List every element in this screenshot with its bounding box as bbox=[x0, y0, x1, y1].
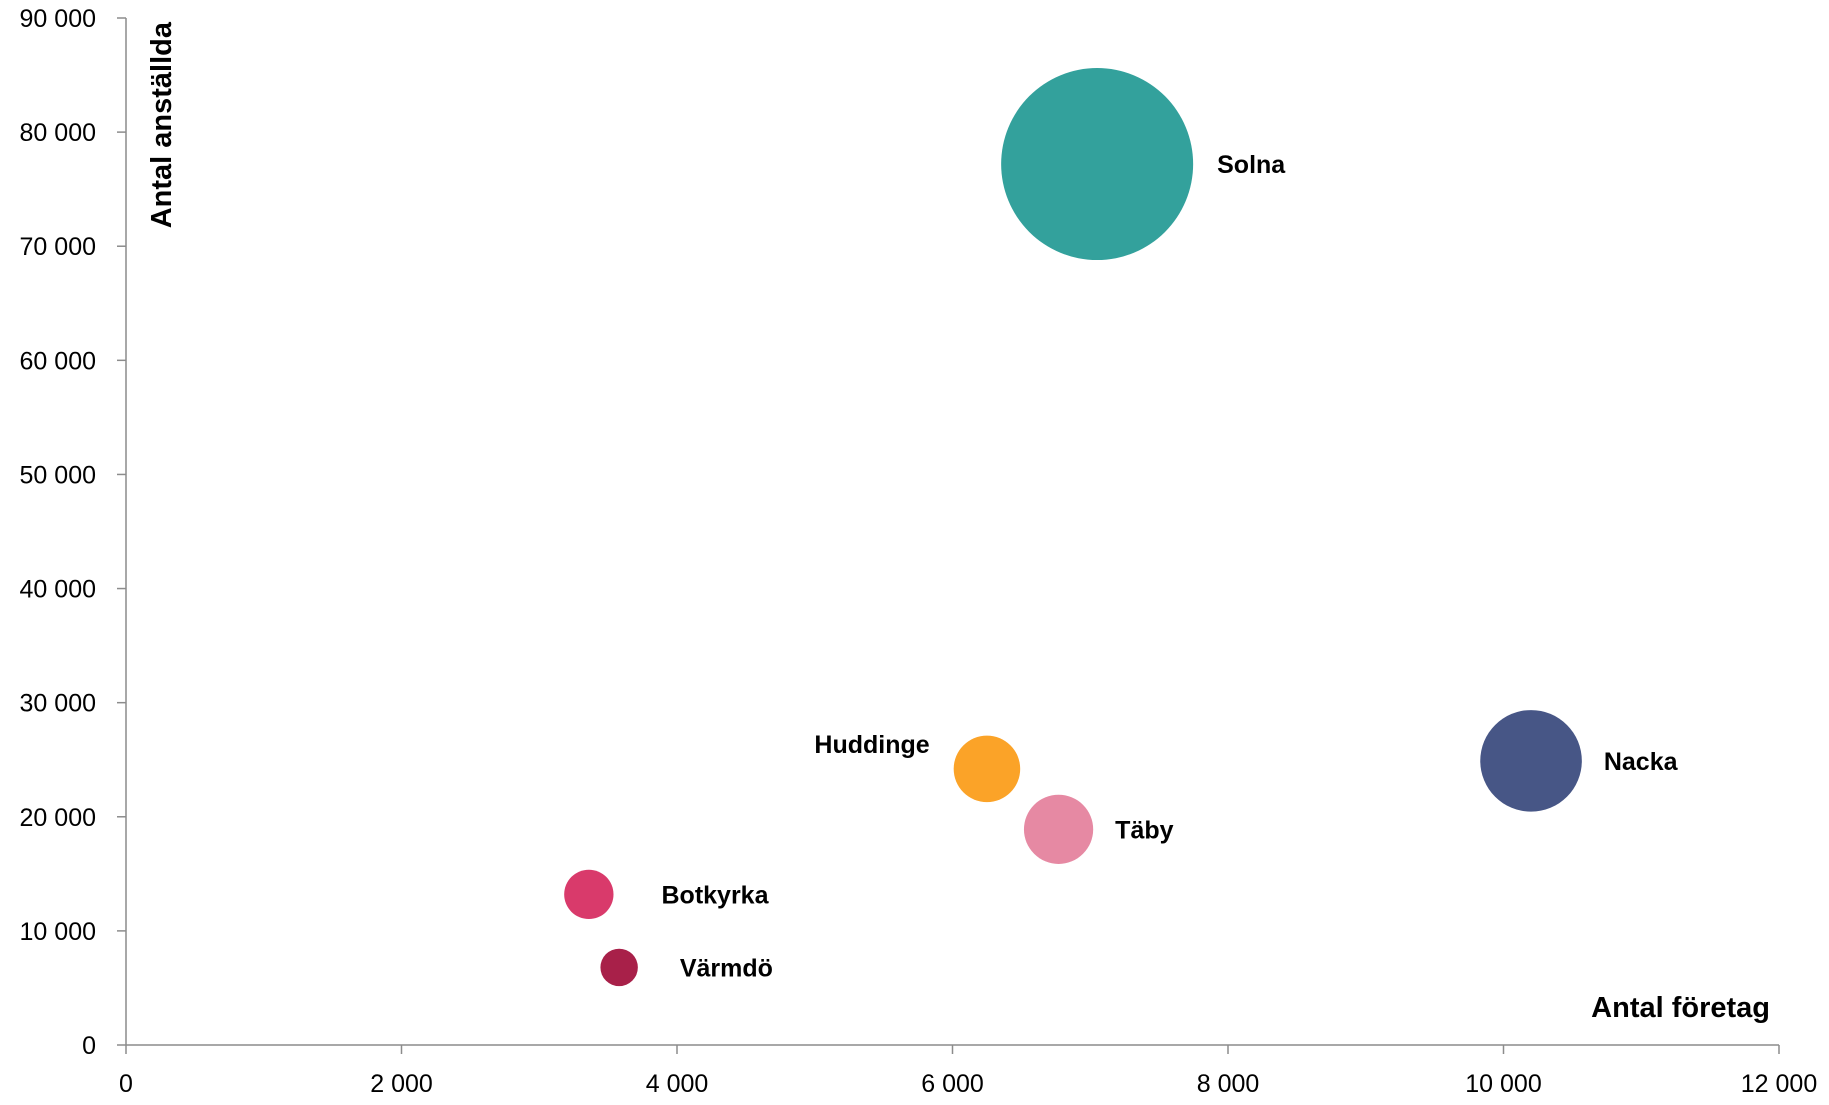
bubble-solna bbox=[1001, 68, 1194, 261]
x-tick-label: 4 000 bbox=[646, 1070, 709, 1098]
bubble-label-botkyrka: Botkyrka bbox=[662, 881, 770, 909]
bubble-botkyrka bbox=[564, 869, 614, 920]
bubble-label-nacka: Nacka bbox=[1604, 748, 1679, 776]
bubble-label-solna: Solna bbox=[1217, 151, 1286, 179]
x-tick-label: 10 000 bbox=[1465, 1070, 1541, 1098]
bubble-nacka bbox=[1480, 710, 1582, 812]
x-axis-title: Antal företag bbox=[1591, 992, 1770, 1024]
bubble-taby bbox=[1023, 794, 1094, 864]
y-tick-label: 20 000 bbox=[20, 804, 96, 832]
y-axis-title: Antal anställda bbox=[146, 21, 178, 228]
y-tick-label: 0 bbox=[82, 1032, 96, 1060]
y-tick-label: 30 000 bbox=[20, 690, 96, 718]
y-tick-label: 10 000 bbox=[20, 918, 96, 946]
y-tick-label: 70 000 bbox=[20, 233, 96, 261]
y-tick-label: 80 000 bbox=[20, 119, 96, 147]
y-tick-label: 90 000 bbox=[20, 5, 96, 33]
x-tick-label: 12 000 bbox=[1741, 1070, 1817, 1098]
x-tick-label: 2 000 bbox=[370, 1070, 433, 1098]
x-tick-label: 8 000 bbox=[1197, 1070, 1260, 1098]
y-tick-label: 40 000 bbox=[20, 576, 96, 604]
axes: 0 10 000 20 000 30 000 40 000 50 000 60 000 70 … bbox=[20, 5, 1818, 1098]
bubble-label-huddinge: Huddinge bbox=[814, 731, 929, 759]
y-tick-label: 50 000 bbox=[20, 461, 96, 489]
bubble-huddinge bbox=[953, 735, 1021, 803]
bubble-varmdo bbox=[600, 948, 638, 987]
bubble-label-taby: Täby bbox=[1115, 816, 1173, 844]
y-tick-label: 60 000 bbox=[20, 347, 96, 375]
bubble-label-varmdo: Värmdö bbox=[680, 954, 773, 982]
bubbles bbox=[564, 68, 1582, 987]
x-tick-label: 0 bbox=[119, 1070, 133, 1098]
x-tick-label: 6 000 bbox=[921, 1070, 984, 1098]
bubble-labels: Solna Nacka Huddinge Täby Botkyrka Värmdö bbox=[662, 151, 1679, 982]
